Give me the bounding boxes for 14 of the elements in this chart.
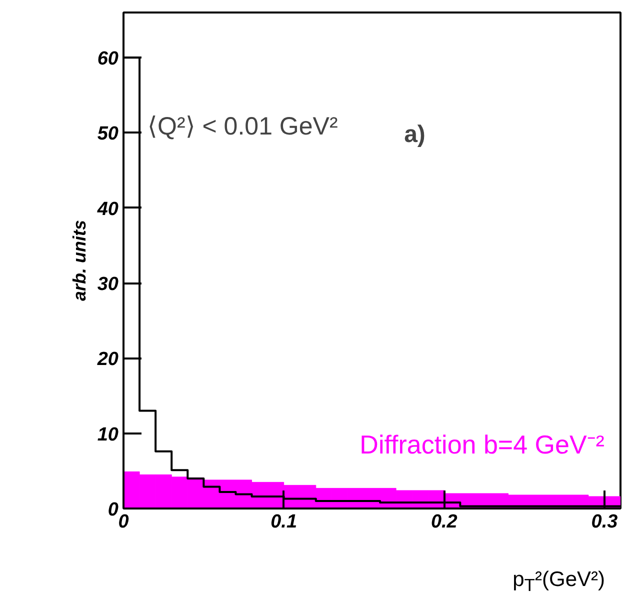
x-tick-label: 0.1 (270, 512, 298, 532)
y-tick-label: 50 (97, 124, 119, 145)
y-tick-label: 10 (97, 424, 119, 446)
y-tick-label: 20 (96, 349, 119, 370)
y-tick-label: 60 (97, 48, 119, 70)
y-tick-label: 40 (96, 198, 119, 220)
x-tick-label: 0.3 (591, 512, 618, 532)
y-tick-label: 30 (97, 274, 119, 296)
y-axis-title: arb. units (69, 220, 90, 302)
annotation: ⟨Q²⟩ < 0.01 GeV² (148, 112, 338, 140)
series-label: Diffraction b=4 GeV⁻² (360, 430, 605, 460)
x-axis-title: p$_{T}$²(GeV²) (512, 567, 605, 598)
x-tick-label: 0.2 (430, 512, 458, 532)
annotation: a) (404, 120, 426, 148)
